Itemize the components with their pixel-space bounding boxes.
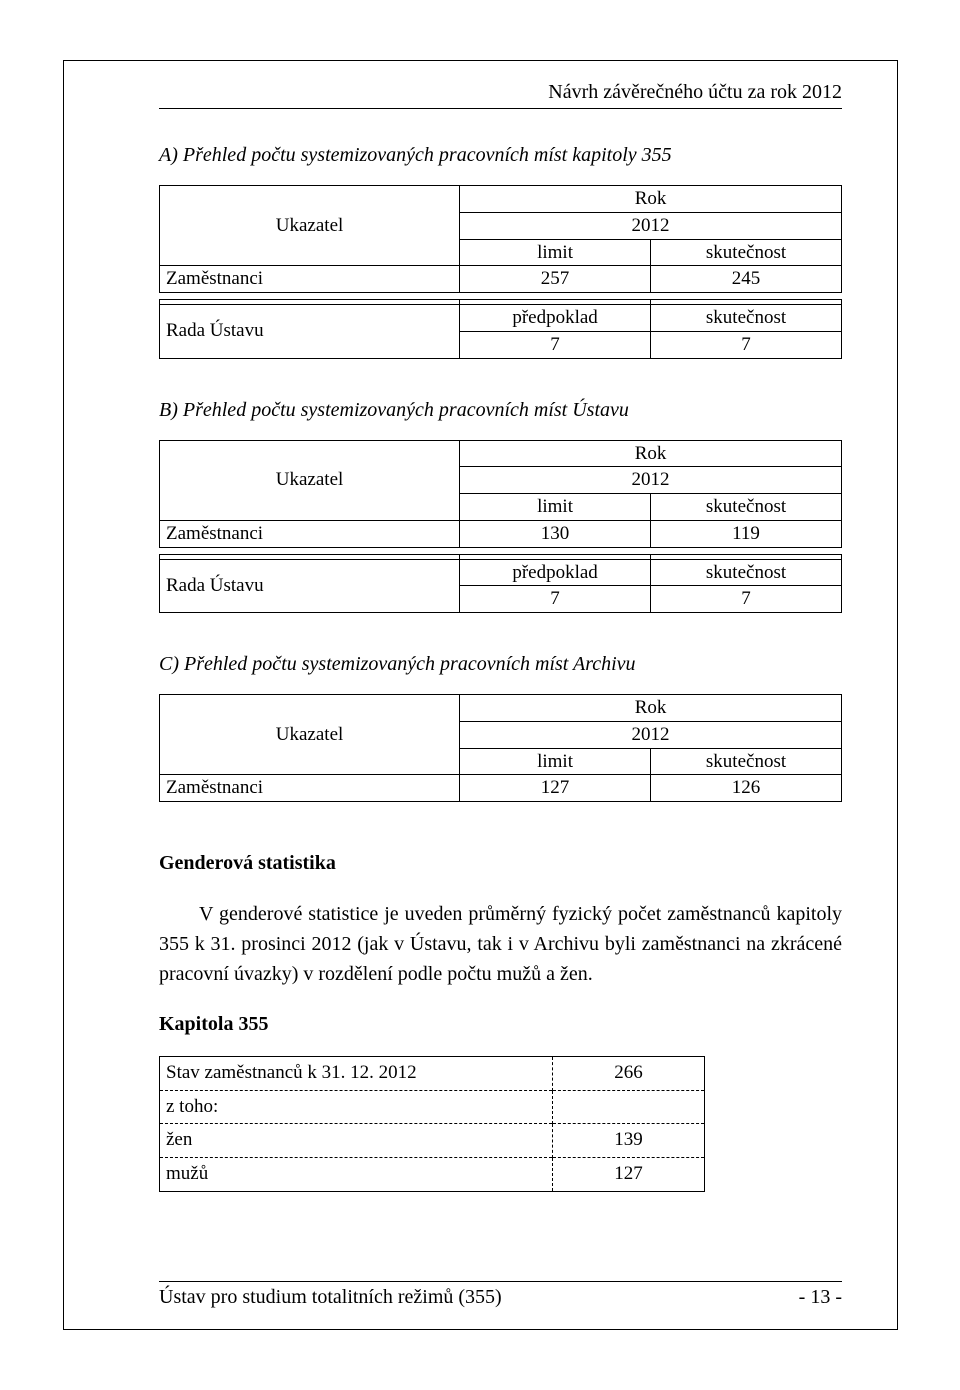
- row-label: Rada Ústavu: [160, 305, 460, 359]
- table-b-sub: Rada Ústavu předpoklad skutečnost 7 7: [159, 554, 842, 614]
- cell-value: 245: [651, 266, 842, 293]
- row-label: žen: [160, 1124, 553, 1158]
- table-row: žen 139: [160, 1124, 705, 1158]
- page-frame: Návrh závěrečného účtu za rok 2012 A) Př…: [63, 60, 898, 1330]
- table-row: Stav zaměstnanců k 31. 12. 2012 266: [160, 1057, 705, 1091]
- col-actual: skutečnost: [651, 239, 842, 266]
- indicator-label: Ukazatel: [160, 695, 460, 775]
- year-label: Rok: [460, 186, 842, 213]
- cell-value: 7: [651, 331, 842, 358]
- page-footer: Ústav pro studium totalitních režimů (35…: [159, 1281, 842, 1309]
- cell-value: 257: [460, 266, 651, 293]
- cell-value: 7: [460, 331, 651, 358]
- cell-value: 7: [651, 586, 842, 613]
- table-row: Zaměstnanci 130 119: [160, 520, 842, 547]
- col-assumption: předpoklad: [460, 305, 651, 332]
- col-actual: skutečnost: [651, 748, 842, 775]
- section-a-title: A) Přehled počtu systemizovaných pracovn…: [159, 144, 842, 167]
- cell-value: 126: [651, 775, 842, 802]
- kapitola-heading: Kapitola 355: [159, 1013, 842, 1036]
- table-row: Zaměstnanci 257 245: [160, 266, 842, 293]
- cell-value: 7: [460, 586, 651, 613]
- col-limit: limit: [460, 748, 651, 775]
- section-c-title: C) Přehled počtu systemizovaných pracovn…: [159, 653, 842, 676]
- gender-paragraph: V genderové statistice je uveden průměrn…: [159, 899, 842, 989]
- cell-value: 119: [651, 520, 842, 547]
- table-row: Rada Ústavu předpoklad skutečnost: [160, 559, 842, 586]
- header-rule: [159, 108, 842, 109]
- col-actual: skutečnost: [651, 559, 842, 586]
- col-assumption: předpoklad: [460, 559, 651, 586]
- col-limit: limit: [460, 239, 651, 266]
- col-limit: limit: [460, 494, 651, 521]
- row-label: Zaměstnanci: [160, 775, 460, 802]
- table-row: Ukazatel Rok: [160, 186, 842, 213]
- table-row: Ukazatel Rok: [160, 695, 842, 722]
- row-label: z toho:: [160, 1090, 553, 1124]
- year-label: Rok: [460, 695, 842, 722]
- year-value: 2012: [460, 721, 842, 748]
- row-label: mužů: [160, 1158, 553, 1192]
- page-content: Návrh závěrečného účtu za rok 2012 A) Př…: [64, 61, 897, 1212]
- indicator-label: Ukazatel: [160, 440, 460, 520]
- table-a-sub: Rada Ústavu předpoklad skutečnost 7 7: [159, 299, 842, 359]
- table-row: mužů 127: [160, 1158, 705, 1192]
- row-label: Rada Ústavu: [160, 559, 460, 613]
- row-label: Zaměstnanci: [160, 266, 460, 293]
- table-a: Ukazatel Rok 2012 limit skutečnost Zaměs…: [159, 185, 842, 293]
- year-label: Rok: [460, 440, 842, 467]
- cell-value: 130: [460, 520, 651, 547]
- footer-left: Ústav pro studium totalitních režimů (35…: [159, 1286, 502, 1309]
- gender-heading: Genderová statistika: [159, 852, 842, 875]
- row-label: Zaměstnanci: [160, 520, 460, 547]
- table-row: Zaměstnanci 127 126: [160, 775, 842, 802]
- col-actual: skutečnost: [651, 305, 842, 332]
- cell-value: 266: [552, 1057, 705, 1091]
- row-label: Stav zaměstnanců k 31. 12. 2012: [160, 1057, 553, 1091]
- table-row: Ukazatel Rok: [160, 440, 842, 467]
- year-value: 2012: [460, 467, 842, 494]
- gender-table: Stav zaměstnanců k 31. 12. 2012 266 z to…: [159, 1056, 705, 1192]
- section-b-title: B) Přehled počtu systemizovaných pracovn…: [159, 399, 842, 422]
- col-actual: skutečnost: [651, 494, 842, 521]
- page-header: Návrh závěrečného účtu za rok 2012: [159, 81, 842, 108]
- footer-page-number: - 13 -: [799, 1286, 842, 1309]
- cell-value: 127: [460, 775, 651, 802]
- table-c: Ukazatel Rok 2012 limit skutečnost Zaměs…: [159, 694, 842, 802]
- table-b: Ukazatel Rok 2012 limit skutečnost Zaměs…: [159, 440, 842, 548]
- table-row: Rada Ústavu předpoklad skutečnost: [160, 305, 842, 332]
- footer-rule: [159, 1281, 842, 1282]
- table-row: z toho:: [160, 1090, 705, 1124]
- year-value: 2012: [460, 212, 842, 239]
- cell-value: [552, 1090, 705, 1124]
- indicator-label: Ukazatel: [160, 186, 460, 266]
- cell-value: 139: [552, 1124, 705, 1158]
- cell-value: 127: [552, 1158, 705, 1192]
